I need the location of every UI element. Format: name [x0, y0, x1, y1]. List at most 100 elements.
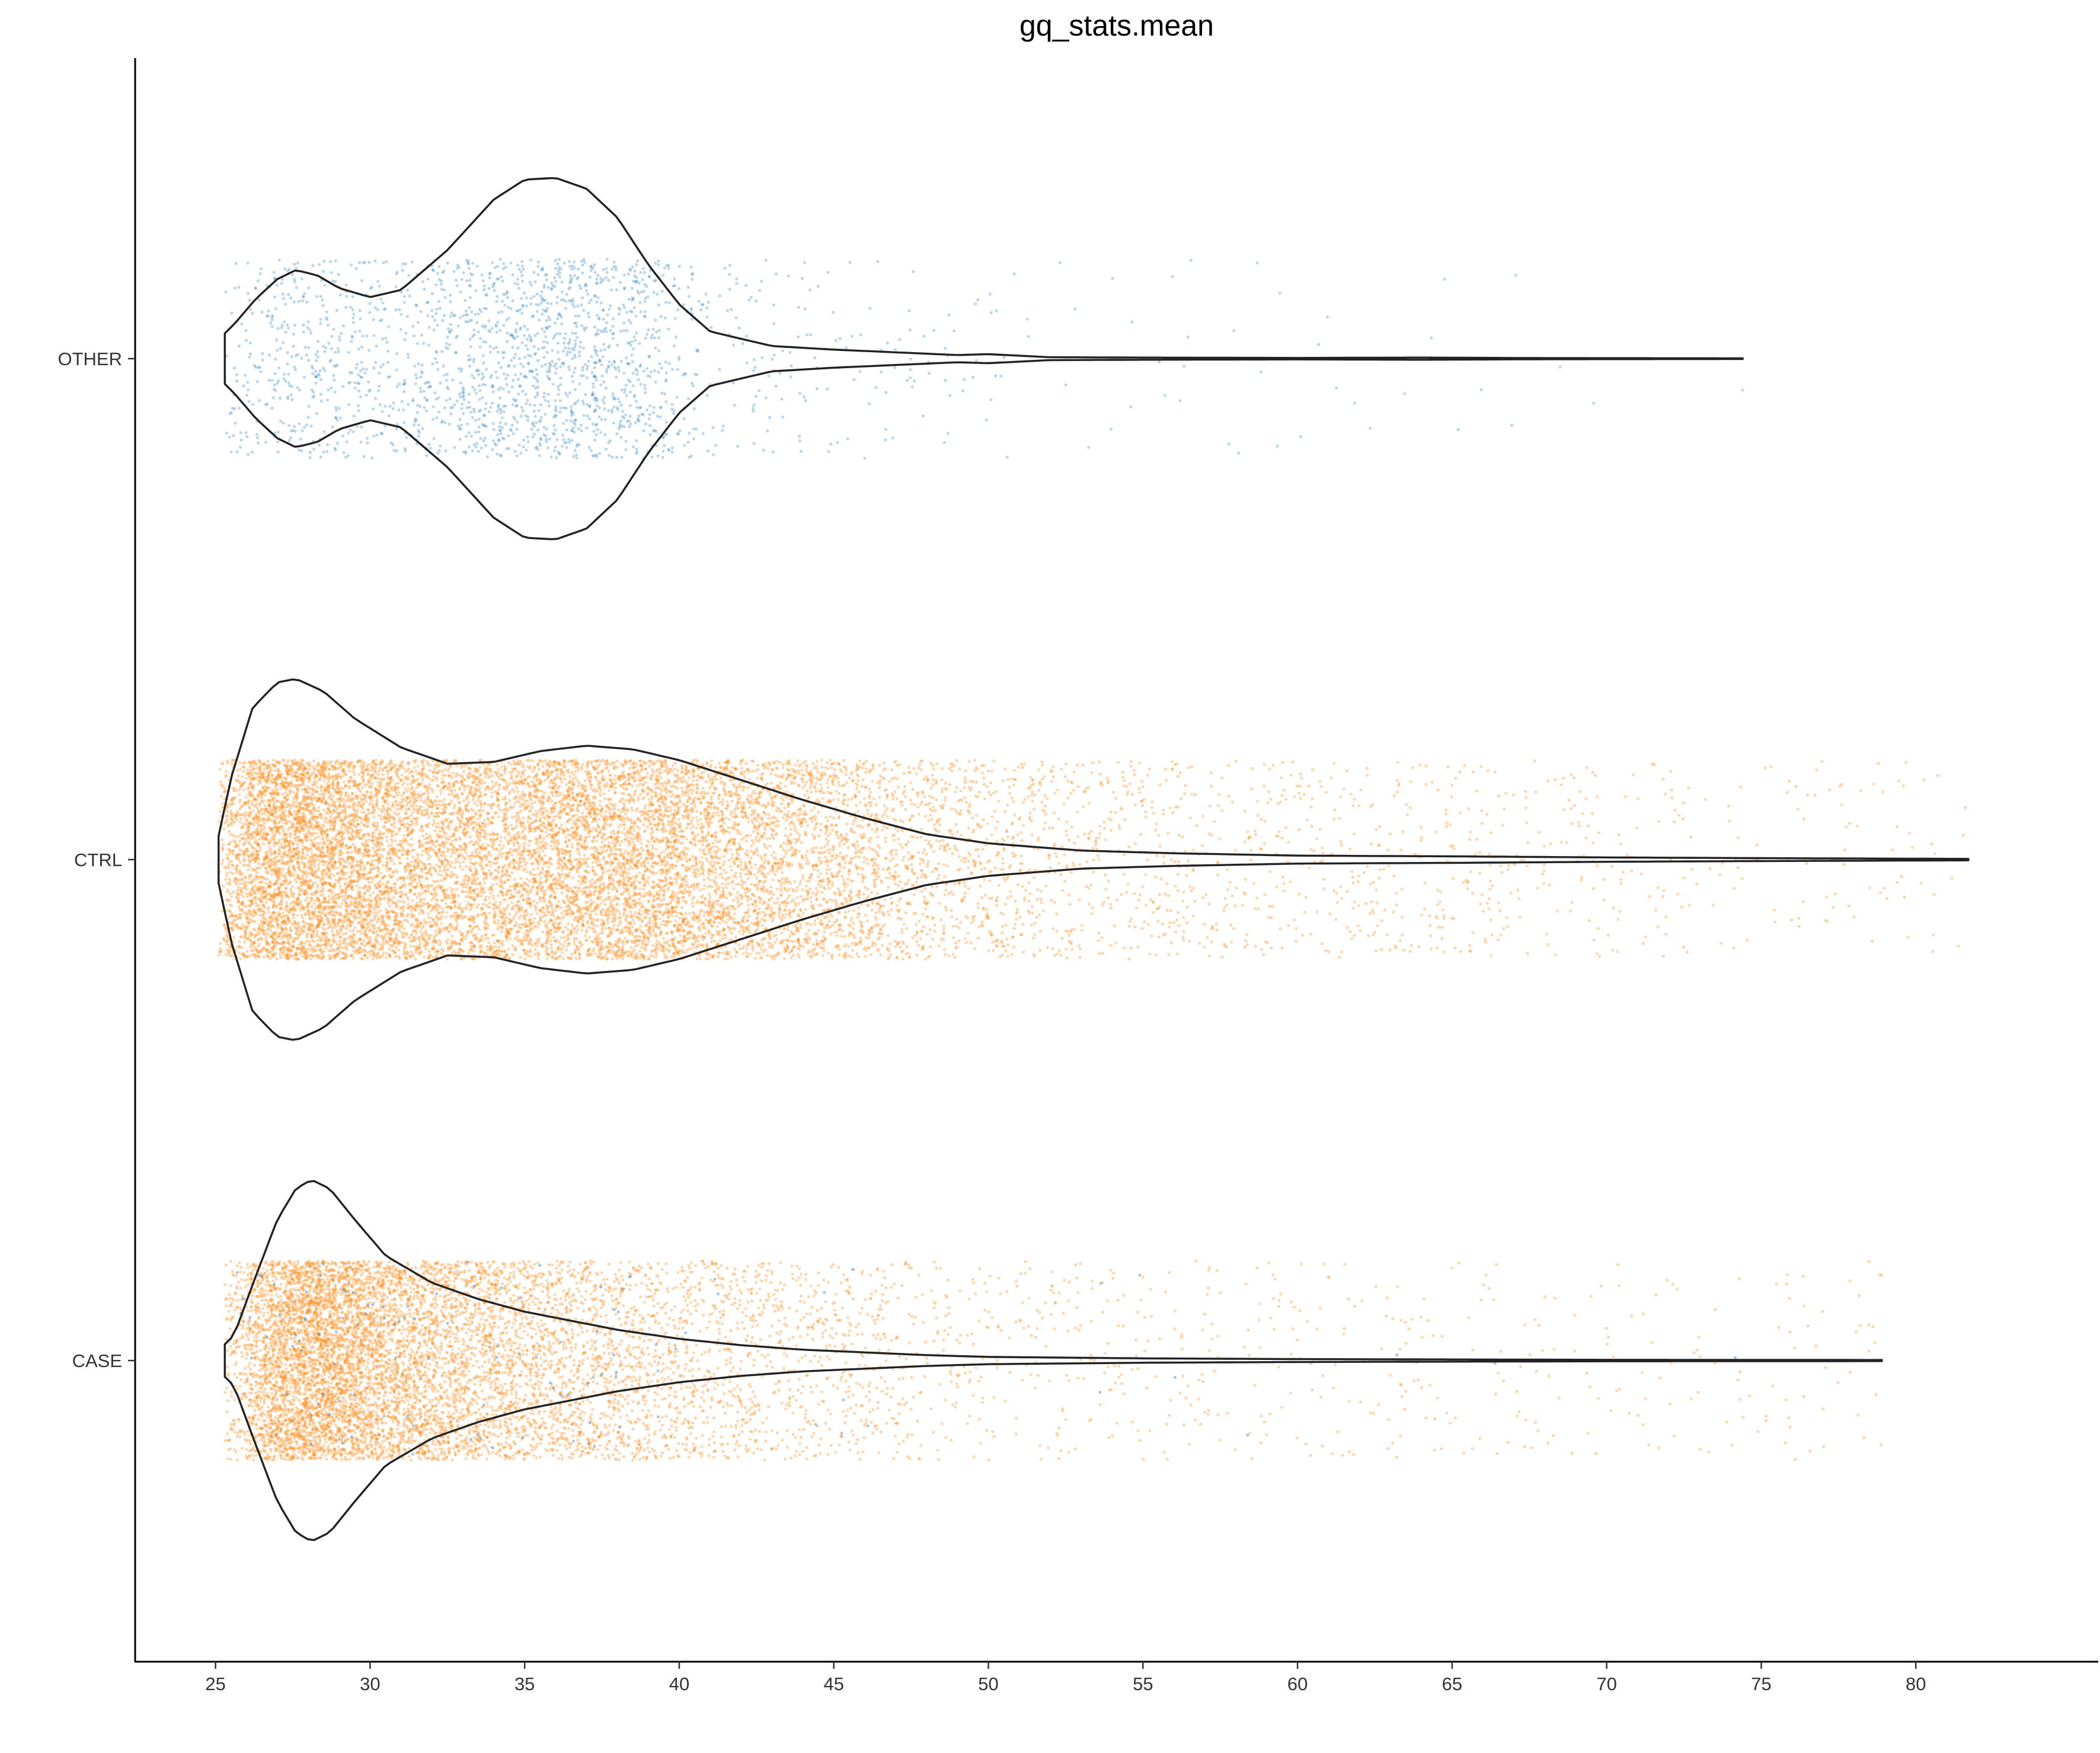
- data-point: [466, 422, 469, 426]
- data-point: [573, 260, 576, 264]
- data-point: [589, 265, 593, 269]
- data-point: [465, 279, 468, 283]
- data-point: [244, 329, 248, 333]
- data-point: [407, 273, 411, 277]
- data-point: [610, 267, 614, 271]
- data-point: [292, 344, 295, 348]
- data-point: [325, 318, 329, 321]
- data-point: [1051, 775, 1055, 778]
- data-point: [574, 931, 578, 934]
- data-point: [825, 781, 829, 785]
- data-point: [1137, 761, 1141, 765]
- data-point: [474, 430, 478, 434]
- data-point: [735, 282, 739, 285]
- data-point: [568, 278, 573, 282]
- data-point: [619, 330, 623, 333]
- data-point: [322, 344, 325, 348]
- data-point: [563, 337, 567, 340]
- data-point: [330, 358, 333, 362]
- data-point: [850, 917, 854, 920]
- data-point: [545, 306, 549, 311]
- data-point: [1581, 812, 1584, 815]
- data-point: [601, 330, 605, 334]
- data-point: [446, 327, 450, 331]
- data-point: [575, 445, 578, 448]
- data-point: [1105, 777, 1109, 780]
- data-point: [584, 289, 589, 292]
- data-point: [356, 404, 360, 408]
- data-point: [530, 369, 534, 373]
- data-point: [790, 816, 793, 819]
- data-point: [1278, 291, 1281, 295]
- data-point: [519, 914, 523, 917]
- data-point: [578, 382, 581, 385]
- data-point: [302, 426, 306, 429]
- data-point: [462, 412, 465, 416]
- data-point: [590, 394, 594, 397]
- data-point: [730, 799, 734, 803]
- data-point: [1226, 868, 1229, 871]
- data-point: [620, 424, 624, 428]
- data-point: [805, 333, 808, 337]
- data-point: [291, 273, 295, 276]
- data-point: [286, 323, 289, 327]
- data-point: [586, 864, 589, 868]
- data-point: [684, 372, 688, 376]
- data-point: [675, 914, 678, 918]
- data-point: [1453, 946, 1457, 950]
- data-point: [461, 395, 465, 399]
- data-point: [631, 298, 634, 302]
- data-point: [545, 327, 548, 331]
- data-point: [417, 430, 421, 435]
- data-point: [474, 289, 478, 292]
- data-point: [725, 309, 729, 312]
- data-point: [728, 273, 731, 276]
- data-point: [593, 348, 597, 352]
- data-point: [664, 400, 668, 404]
- data-point: [579, 423, 583, 427]
- data-point: [430, 292, 434, 295]
- data-point: [548, 365, 552, 369]
- data-point: [1102, 826, 1106, 830]
- data-point: [596, 296, 600, 299]
- data-point: [682, 802, 686, 806]
- data-point: [1141, 785, 1145, 788]
- data-point: [899, 880, 902, 884]
- data-point: [415, 376, 418, 380]
- data-point: [366, 441, 369, 445]
- data-point: [450, 405, 455, 410]
- data-point: [721, 424, 725, 428]
- data-point: [534, 387, 538, 390]
- data-point: [511, 403, 514, 407]
- data-point: [586, 311, 590, 315]
- data-point: [354, 267, 358, 270]
- data-point: [434, 845, 437, 848]
- data-point: [648, 404, 652, 408]
- data-point: [471, 334, 475, 339]
- data-point: [563, 441, 567, 445]
- data-point: [648, 433, 652, 436]
- data-point: [747, 820, 750, 823]
- data-point: [312, 447, 316, 451]
- data-point: [611, 324, 615, 328]
- data-point: [455, 266, 459, 270]
- data-point: [935, 762, 939, 765]
- data-point: [430, 308, 434, 312]
- data-point: [570, 845, 574, 849]
- data-point: [634, 368, 638, 371]
- data-point: [568, 286, 572, 289]
- data-point: [655, 760, 659, 764]
- data-point: [618, 308, 622, 311]
- data-point: [455, 334, 459, 338]
- data-point: [570, 411, 573, 414]
- data-point: [1148, 767, 1151, 771]
- data-point: [667, 449, 670, 452]
- data-point: [1357, 804, 1361, 807]
- data-point: [443, 406, 447, 410]
- data-point: [240, 322, 244, 326]
- data-point: [296, 386, 299, 389]
- data-point: [253, 286, 257, 290]
- data-point: [586, 292, 590, 296]
- data-point: [980, 771, 984, 775]
- data-point: [404, 382, 407, 385]
